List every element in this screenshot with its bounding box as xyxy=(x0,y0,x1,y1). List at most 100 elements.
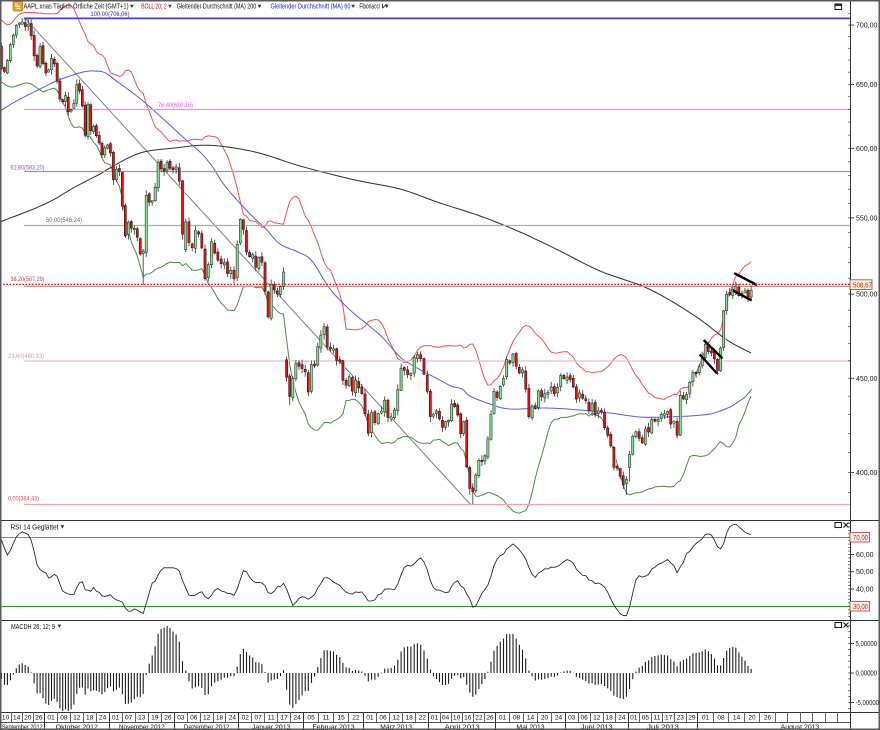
svg-text:30,00: 30,00 xyxy=(853,604,868,611)
svg-text:Juli 2013: Juli 2013 xyxy=(647,724,679,730)
svg-text:Dezember 2012: Dezember 2012 xyxy=(184,724,230,730)
svg-text:11: 11 xyxy=(268,715,275,722)
svg-text:18: 18 xyxy=(606,715,614,722)
svg-text:11: 11 xyxy=(323,715,330,722)
svg-text:700,00: 700,00 xyxy=(856,23,878,30)
svg-text:11: 11 xyxy=(654,715,661,722)
svg-text:AAPL.xnas Täglich Örtliche Zei: AAPL.xnas Täglich Örtliche Zeit (GMT+1) xyxy=(24,2,129,10)
svg-text:61,80(583,20): 61,80(583,20) xyxy=(11,164,45,171)
svg-text:07: 07 xyxy=(255,715,263,722)
svg-text:Februar 2013: Februar 2013 xyxy=(312,724,354,730)
svg-text:12: 12 xyxy=(392,715,400,722)
svg-text:14: 14 xyxy=(733,715,741,722)
svg-text:17: 17 xyxy=(281,715,289,722)
svg-text:12: 12 xyxy=(593,715,601,722)
svg-text:März 2013: März 2013 xyxy=(380,724,412,730)
svg-text:02: 02 xyxy=(242,715,250,722)
svg-text:0,00(384,43): 0,00(384,43) xyxy=(8,496,39,503)
svg-text:08: 08 xyxy=(717,715,725,722)
svg-text:50,00(546,24): 50,00(546,24) xyxy=(46,217,82,224)
svg-text:01: 01 xyxy=(431,715,439,722)
svg-text:26: 26 xyxy=(764,715,772,722)
svg-text:15: 15 xyxy=(337,715,345,722)
svg-text:Januar 2013: Januar 2013 xyxy=(252,724,291,730)
svg-text:05: 05 xyxy=(642,715,650,722)
svg-text:24: 24 xyxy=(555,715,563,722)
svg-text:12: 12 xyxy=(73,715,81,722)
svg-text:08: 08 xyxy=(60,715,68,722)
svg-text:24: 24 xyxy=(293,715,301,722)
svg-text:12: 12 xyxy=(203,715,211,722)
svg-text:01: 01 xyxy=(630,715,638,722)
svg-text:01: 01 xyxy=(47,715,55,722)
svg-text:50,00: 50,00 xyxy=(856,569,874,576)
svg-text:18: 18 xyxy=(406,715,414,722)
svg-text:20: 20 xyxy=(541,715,549,722)
svg-text:14: 14 xyxy=(527,715,535,722)
svg-text:06: 06 xyxy=(581,715,589,722)
svg-text:508,67: 508,67 xyxy=(853,282,872,289)
svg-text:24: 24 xyxy=(229,715,237,722)
svg-text:September 2012: September 2012 xyxy=(2,724,43,730)
svg-text:450,00: 450,00 xyxy=(856,376,878,383)
svg-text:20: 20 xyxy=(748,715,756,722)
svg-text:04: 04 xyxy=(442,715,450,722)
svg-text:08: 08 xyxy=(513,715,521,722)
svg-text:Mai 2013: Mai 2013 xyxy=(516,724,544,730)
svg-text:22: 22 xyxy=(475,715,483,722)
svg-text:40,00: 40,00 xyxy=(856,587,874,594)
svg-text:Oktober 2012: Oktober 2012 xyxy=(56,724,98,730)
svg-text:22: 22 xyxy=(419,715,427,722)
svg-text:-5,00000: -5,00000 xyxy=(856,700,880,707)
svg-text:26: 26 xyxy=(486,715,494,722)
svg-text:550,00: 550,00 xyxy=(856,215,878,222)
svg-text:0,00000: 0,00000 xyxy=(856,671,878,678)
svg-text:05: 05 xyxy=(307,715,315,722)
svg-text:06: 06 xyxy=(190,715,198,722)
svg-text:10: 10 xyxy=(2,715,10,722)
svg-text:23: 23 xyxy=(677,715,685,722)
svg-text:Gleitender Durchschnitt (MA) 6: Gleitender Durchschnitt (MA) 60 xyxy=(271,3,351,10)
svg-text:November 2012: November 2012 xyxy=(119,724,165,730)
svg-text:18: 18 xyxy=(86,715,94,722)
svg-text:26: 26 xyxy=(35,715,43,722)
svg-text:01: 01 xyxy=(499,715,507,722)
svg-text:07: 07 xyxy=(125,715,133,722)
svg-text:19: 19 xyxy=(151,715,159,722)
svg-text:April 2013: April 2013 xyxy=(445,724,481,730)
svg-text:70,00: 70,00 xyxy=(853,535,868,542)
svg-text:650,00: 650,00 xyxy=(856,82,878,89)
svg-text:17: 17 xyxy=(665,715,673,722)
svg-text:500,00: 500,00 xyxy=(856,292,878,299)
svg-text:01: 01 xyxy=(112,715,120,722)
svg-text:06: 06 xyxy=(379,715,387,722)
svg-text:18: 18 xyxy=(216,715,224,722)
svg-text:76,40(630,15): 76,40(630,15) xyxy=(158,102,193,109)
svg-text:10: 10 xyxy=(453,715,461,722)
svg-text:August 2013: August 2013 xyxy=(781,724,820,730)
svg-text:26: 26 xyxy=(164,715,172,722)
svg-text:Gleitender Durchschnitt (MA) 2: Gleitender Durchschnitt (MA) 200 xyxy=(177,3,257,10)
svg-text:400,00: 400,00 xyxy=(856,470,878,477)
svg-text:23,60(460,33): 23,60(460,33) xyxy=(8,353,44,360)
svg-text:Fibonacci: Fibonacci xyxy=(359,3,380,10)
svg-text:5,00000: 5,00000 xyxy=(856,641,878,648)
svg-text:22: 22 xyxy=(352,715,360,722)
svg-text:Juni 2013: Juni 2013 xyxy=(581,724,613,730)
svg-text:24: 24 xyxy=(99,715,107,722)
svg-text:03: 03 xyxy=(177,715,185,722)
svg-text:20: 20 xyxy=(24,715,32,722)
svg-text:16: 16 xyxy=(464,715,472,722)
svg-text:01: 01 xyxy=(702,715,710,722)
svg-text:13: 13 xyxy=(138,715,146,722)
svg-text:29: 29 xyxy=(688,715,696,722)
svg-text:03: 03 xyxy=(568,715,576,722)
svg-text:24: 24 xyxy=(618,715,626,722)
svg-text:14: 14 xyxy=(13,715,21,722)
svg-text:BOLL 20; 2: BOLL 20; 2 xyxy=(141,3,167,10)
svg-text:60,00: 60,00 xyxy=(856,552,874,559)
svg-text:MACDH 26; 12; 9: MACDH 26; 12; 9 xyxy=(11,624,55,631)
svg-text:01: 01 xyxy=(366,715,374,722)
svg-text:100,00(706,06): 100,00(706,06) xyxy=(91,11,130,18)
svg-text:600,00: 600,00 xyxy=(856,146,878,153)
